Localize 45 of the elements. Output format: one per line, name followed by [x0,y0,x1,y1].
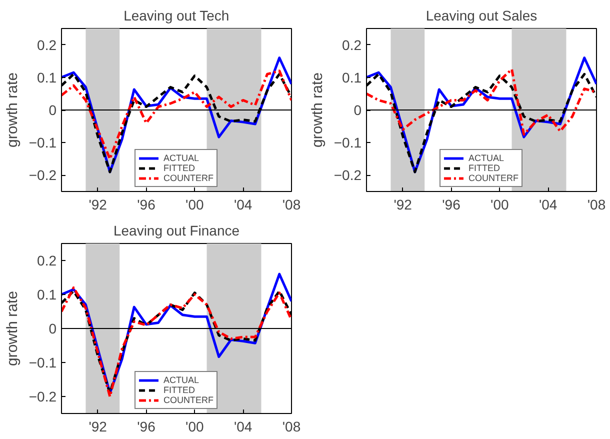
x-tick-label: '08 [587,196,606,212]
x-tick-label: '96 [442,196,461,212]
legend-label: ACTUAL [468,153,504,163]
y-tick-label: 0.2 [37,252,57,268]
legend-label: COUNTERF [164,173,214,183]
y-tick-label: 0.1 [342,69,362,86]
x-tick-label: '96 [137,418,156,434]
x-tick-label: '04 [538,196,558,212]
x-tick-label: '92 [88,196,108,212]
x-tick-label: '08 [282,196,301,212]
y-tick-label: 0.1 [37,286,57,302]
y-tick-label: −0.2 [28,167,57,184]
x-tick-label: '00 [490,196,509,212]
legend-label: COUNTERF [164,395,214,405]
y-tick-label: −0.1 [334,134,362,151]
y-tick-label: 0.2 [342,36,362,53]
legend-label: FITTED [164,385,195,395]
y-axis-title: growth rate [308,72,326,148]
y-tick-label: 0.1 [37,69,57,86]
y-tick-label: 0 [354,102,362,118]
y-tick-label: −0.1 [28,134,57,151]
x-tick-label: '92 [394,196,412,212]
legend-label: FITTED [468,163,500,173]
legend-label: ACTUAL [164,153,200,163]
legend-label: ACTUAL [164,375,200,385]
x-tick-label: '00 [186,418,204,434]
x-tick-label: '04 [234,196,252,212]
x-tick-label: '92 [88,418,108,434]
chart-title: Leaving out Tech [124,8,230,24]
legend-label: FITTED [164,163,195,173]
chart-title: Leaving out Finance [113,222,240,238]
x-tick-label: '00 [186,196,204,212]
y-tick-label: 0.2 [37,36,57,53]
x-tick-label: '04 [234,418,252,434]
x-tick-label: '96 [137,196,156,212]
y-axis-title: growth rate [4,290,21,366]
legend-label: COUNTERF [468,173,518,183]
y-tick-label: 0 [48,102,57,118]
y-tick-label: −0.1 [28,354,57,370]
chart-title: Leaving out Sales [426,8,538,24]
y-tick-label: −0.2 [28,388,57,404]
y-axis-title: growth rate [4,72,21,148]
y-tick-label: 0 [48,320,57,336]
x-tick-label: '08 [282,418,301,434]
y-tick-label: −0.2 [334,167,362,184]
